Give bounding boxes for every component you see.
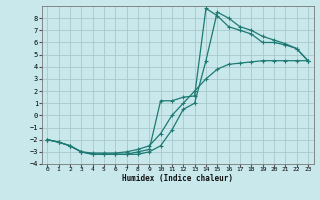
- X-axis label: Humidex (Indice chaleur): Humidex (Indice chaleur): [122, 174, 233, 183]
